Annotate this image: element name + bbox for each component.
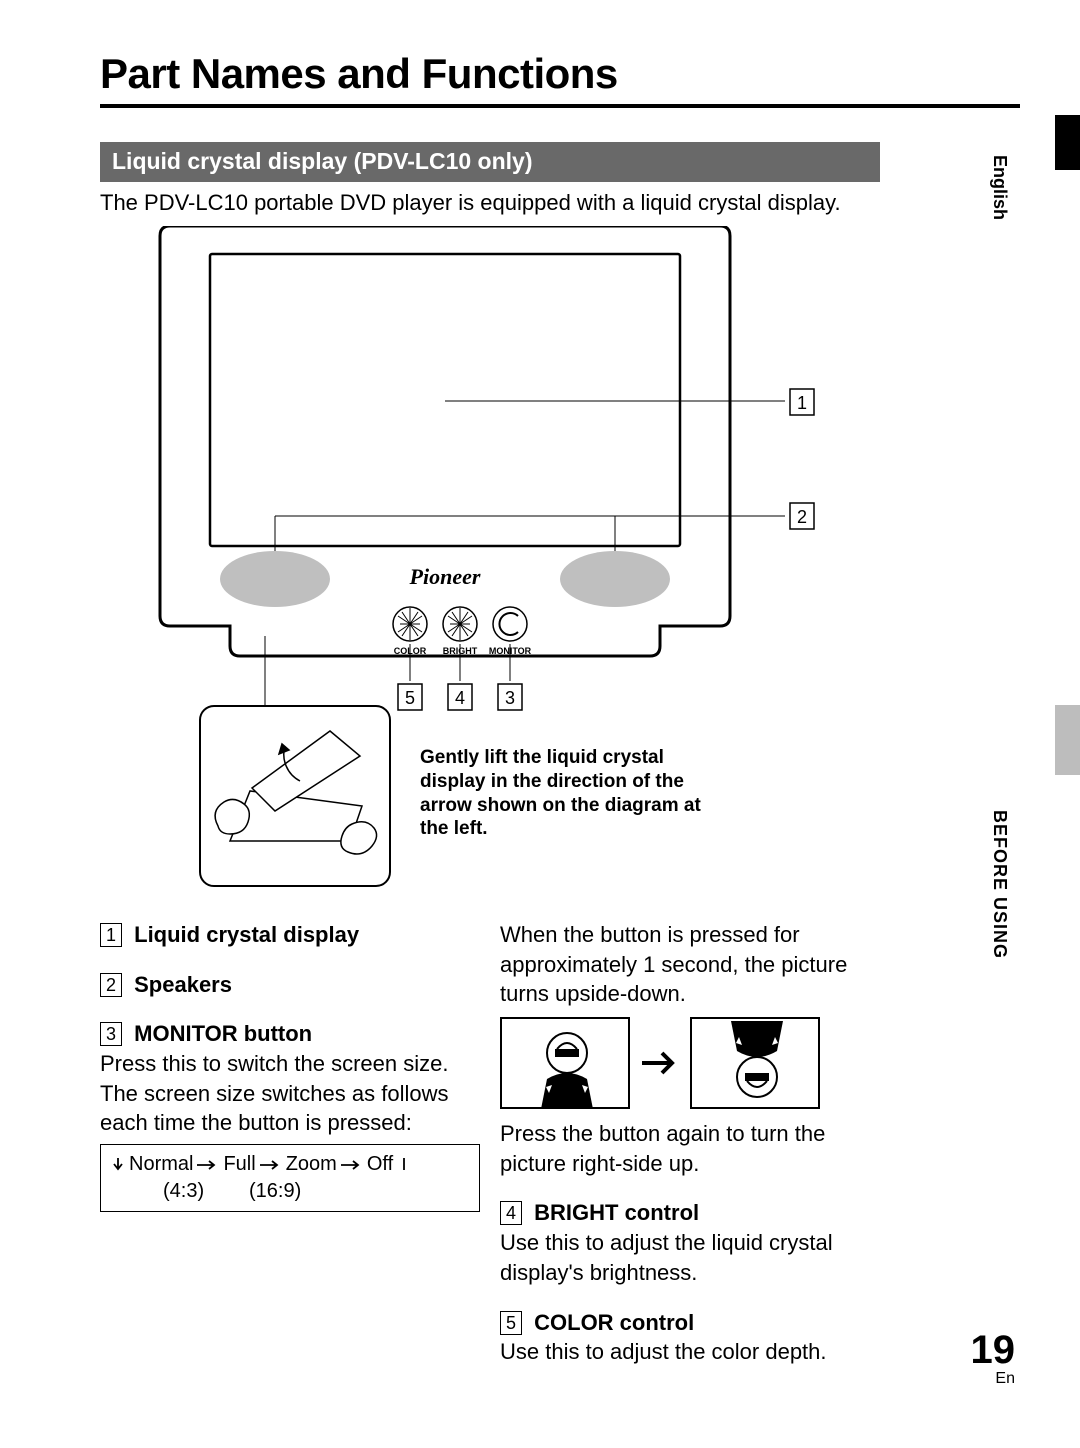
item-1: 1 Liquid crystal display xyxy=(100,920,480,950)
item-2-title: Speakers xyxy=(134,972,232,997)
page-title: Part Names and Functions xyxy=(100,50,1020,98)
arrow-down-icon xyxy=(397,1158,411,1172)
numbox-4: 4 xyxy=(500,1201,522,1225)
arrow-right-icon xyxy=(197,1160,219,1170)
sidebar-section: BEFORE USING xyxy=(989,810,1010,959)
item-3-p2b: Press the button again to turn the pictu… xyxy=(500,1119,880,1178)
callout-4: 4 xyxy=(455,688,465,708)
item-4: 4 BRIGHT control Use this to adjust the … xyxy=(500,1198,880,1287)
arrow-right-icon xyxy=(640,1048,680,1078)
left-column: 1 Liquid crystal display 2 Speakers 3 MO… xyxy=(100,920,480,1387)
item-5-title: COLOR control xyxy=(534,1310,694,1335)
callout-5: 5 xyxy=(405,688,415,708)
arrow-right-icon xyxy=(260,1160,282,1170)
lift-note: Gently lift the liquid crystal display i… xyxy=(420,746,720,841)
page-number-lang: En xyxy=(971,1370,1016,1388)
page-number-value: 19 xyxy=(971,1330,1016,1370)
lcd-diagram: Pioneer xyxy=(100,226,880,896)
callout-3: 3 xyxy=(505,688,515,708)
right-column: When the button is pressed for approxima… xyxy=(500,920,880,1387)
item-5: 5 COLOR control Use this to adjust the c… xyxy=(500,1308,880,1367)
thumb-tab-grey xyxy=(1055,705,1080,775)
item-5-p: Use this to adjust the color depth. xyxy=(500,1337,880,1367)
page-number: 19 En xyxy=(971,1330,1016,1388)
callout-1: 1 xyxy=(797,393,807,413)
cycle-b-sub: (16:9) xyxy=(249,1178,301,1205)
numbox-3: 3 xyxy=(100,1022,122,1046)
sidebar-language: English xyxy=(989,155,1010,220)
title-rule xyxy=(100,104,1020,108)
cycle-c: Zoom xyxy=(286,1151,337,1178)
flip-illustration xyxy=(500,1017,880,1109)
numbox-1: 1 xyxy=(100,923,122,947)
svg-text:Pioneer: Pioneer xyxy=(409,564,481,589)
item-3-title: MONITOR button xyxy=(134,1021,312,1046)
arrow-down-icon xyxy=(111,1158,125,1172)
manual-page: Part Names and Functions Liquid crystal … xyxy=(0,0,1080,1448)
section-heading-bar: Liquid crystal display (PDV-LC10 only) xyxy=(100,142,880,182)
callout-2: 2 xyxy=(797,507,807,527)
flip-img-down xyxy=(690,1017,820,1109)
item-4-title: BRIGHT control xyxy=(534,1200,699,1225)
thumb-tab-black xyxy=(1055,115,1080,170)
cycle-a-sub: (4:3) xyxy=(163,1178,249,1205)
intro-text: The PDV-LC10 portable DVD player is equi… xyxy=(100,190,880,216)
item-2: 2 Speakers xyxy=(100,970,480,1000)
item-3: 3 MONITOR button Press this to switch th… xyxy=(100,1019,480,1212)
description-columns: 1 Liquid crystal display 2 Speakers 3 MO… xyxy=(100,920,880,1387)
cycle-d: Off xyxy=(367,1151,393,1178)
cycle-a: Normal xyxy=(129,1151,193,1178)
arrow-right-icon xyxy=(341,1160,363,1170)
item-3-p2a: When the button is pressed for approxima… xyxy=(500,920,880,1009)
cycle-b: Full xyxy=(223,1151,255,1178)
cycle-box: Normal Full Zoom Off (4:3) (16:9) xyxy=(100,1144,480,1212)
item-4-p: Use this to adjust the liquid crystal di… xyxy=(500,1228,880,1287)
numbox-5: 5 xyxy=(500,1311,522,1335)
numbox-2: 2 xyxy=(100,973,122,997)
flip-img-up xyxy=(500,1017,630,1109)
item-3-p1: Press this to switch the screen size. Th… xyxy=(100,1049,480,1138)
item-1-title: Liquid crystal display xyxy=(134,922,359,947)
